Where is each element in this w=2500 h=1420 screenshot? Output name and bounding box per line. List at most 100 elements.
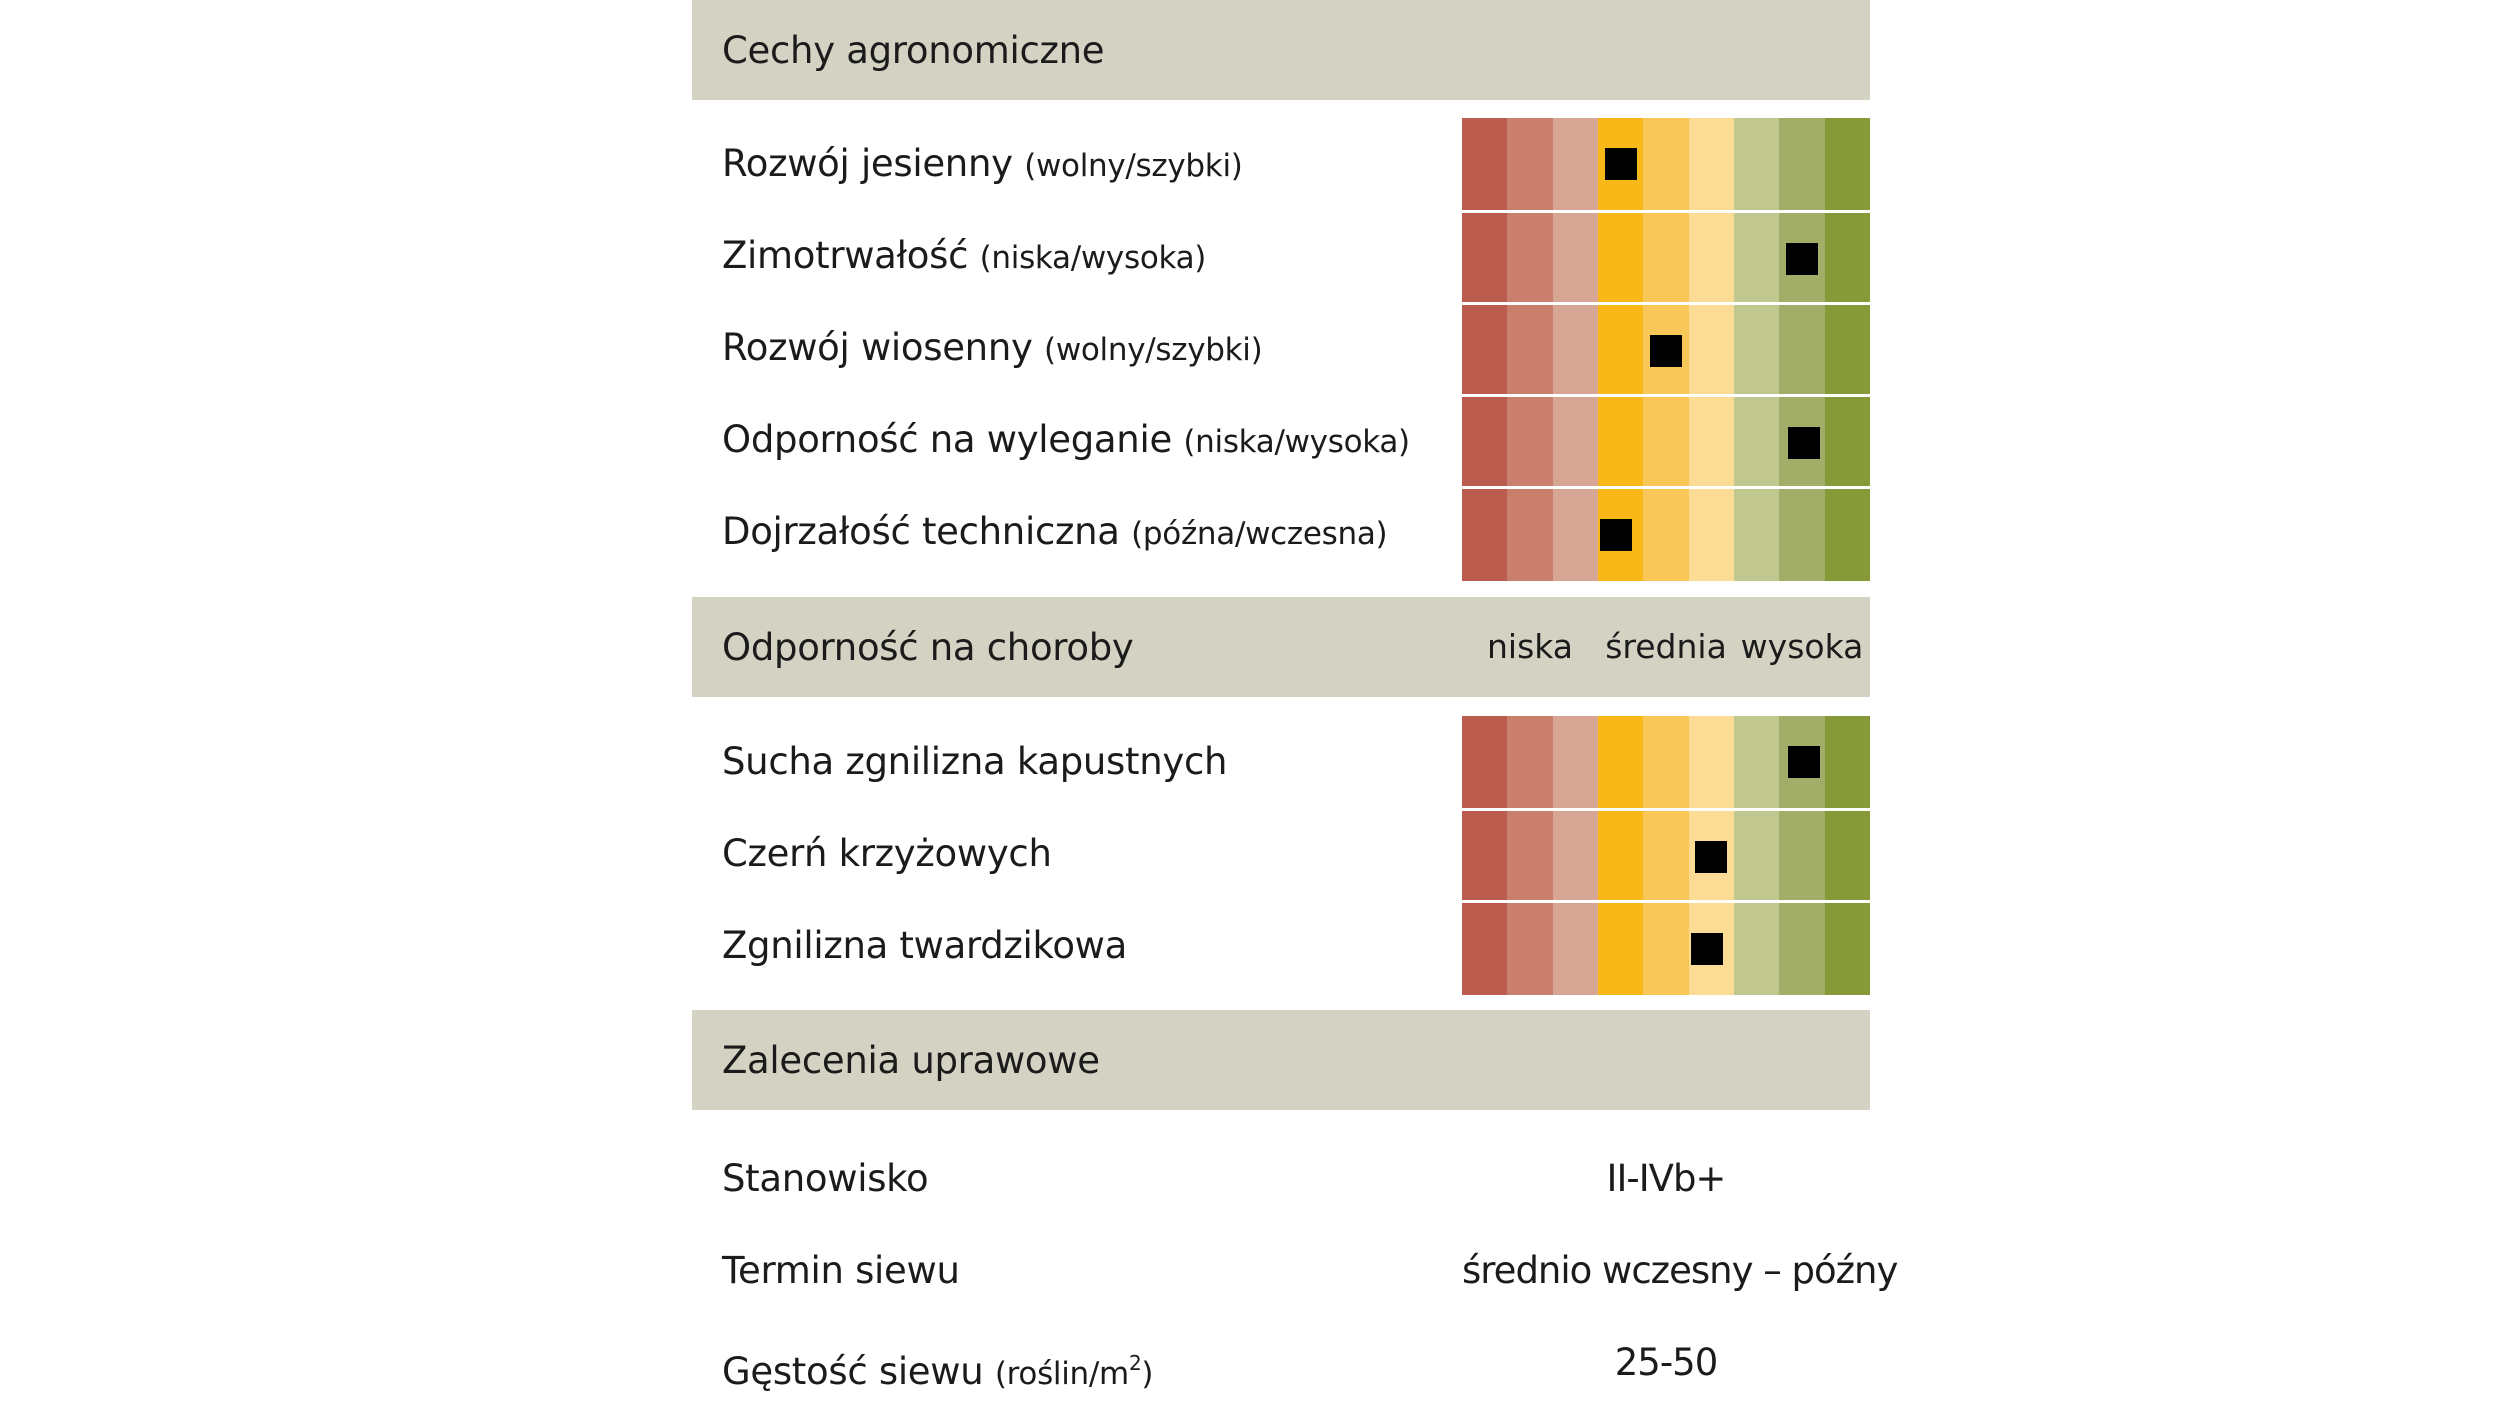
- scale-cell-1: [1462, 118, 1508, 210]
- rating-marker: [1695, 841, 1728, 873]
- scale-cell-5: [1643, 397, 1689, 489]
- section-header-recommendations: Zalecenia uprawowe: [692, 1010, 1870, 1110]
- scale-cell-5: [1643, 489, 1689, 581]
- recommendation-value: średnio wczesny – późny: [1462, 1249, 1898, 1292]
- scale-cell-9: [1824, 489, 1870, 581]
- scale-cell-2: [1507, 811, 1553, 903]
- scale-cell-3: [1552, 903, 1598, 995]
- scale-cell-3: [1552, 213, 1598, 305]
- trait-hint: (późna/wczesna): [1131, 516, 1388, 552]
- scale-cell-1: [1462, 716, 1508, 808]
- scale-cell-9: [1824, 118, 1870, 210]
- trait-row: Odporność na wyleganie (niska/wysoka): [692, 394, 1870, 489]
- rating-scale: [1462, 808, 1870, 903]
- rating-scale: [1462, 210, 1870, 305]
- scale-cell-4: [1597, 811, 1644, 903]
- rating-marker: [1690, 933, 1723, 965]
- scale-cell-1: [1462, 811, 1508, 903]
- rating-scale: [1462, 118, 1870, 210]
- recommendation-hint: (roślin/m2): [994, 1351, 1154, 1392]
- scale-cell-4: [1597, 903, 1644, 995]
- scale-cell-3: [1552, 397, 1598, 489]
- rating-marker: [1650, 335, 1682, 367]
- scale-cell-8: [1779, 305, 1825, 397]
- scale-cell-8: [1779, 489, 1825, 581]
- rating-scale: [1462, 900, 1870, 995]
- trait-name: Rozwój wiosenny: [722, 326, 1033, 369]
- scale-cell-8: [1779, 811, 1825, 903]
- scale-cell-7: [1733, 489, 1780, 581]
- scale-cell-5: [1643, 118, 1689, 210]
- scale-cell-9: [1824, 903, 1870, 995]
- scale-cell-4: [1597, 305, 1644, 397]
- scale-cell-7: [1733, 118, 1780, 210]
- scale-cell-9: [1824, 811, 1870, 903]
- scale-cell-6: [1688, 397, 1734, 489]
- scale-cell-9: [1824, 305, 1870, 397]
- scale-cell-6: [1688, 305, 1734, 397]
- scale-cell-1: [1462, 903, 1508, 995]
- scale-cell-7: [1733, 305, 1780, 397]
- trait-hint: (wolny/szybki): [1044, 332, 1263, 368]
- scale-cell-7: [1733, 716, 1780, 808]
- section-title-disease: Odporność na choroby: [722, 625, 1134, 669]
- scale-cell-8: [1779, 118, 1825, 210]
- disease-name: Sucha zgnilizna kapustnych: [722, 740, 1228, 783]
- rating-marker: [1604, 148, 1637, 180]
- scale-cell-4: [1597, 397, 1644, 489]
- trait-row: Zimotrwałość (niska/wysoka): [692, 210, 1870, 305]
- rating-marker: [1788, 746, 1821, 778]
- trait-row: Rozwój jesienny (wolny/szybki): [692, 118, 1870, 210]
- recommendation-row: Gęstość siewu (roślin/m2) 25-50: [692, 1317, 1870, 1409]
- disease-name: Zgnilizna twardzikowa: [722, 924, 1128, 967]
- scale-cell-2: [1507, 397, 1553, 489]
- scale-cell-6: [1688, 213, 1734, 305]
- scale-label-high: wysoka: [1740, 627, 1864, 666]
- recommendation-name: Stanowisko: [722, 1157, 929, 1200]
- disease-name: Czerń krzyżowych: [722, 832, 1052, 875]
- scale-cell-6: [1688, 489, 1734, 581]
- trait-hint: (niska/wysoka): [979, 240, 1207, 276]
- trait-name: Odporność na wyleganie: [722, 418, 1172, 461]
- scale-labels: niska średnia wysoka: [1462, 597, 1870, 697]
- trait-row: Rozwój wiosenny (wolny/szybki): [692, 302, 1870, 397]
- section-title-agronomic: Cechy agronomiczne: [722, 28, 1105, 72]
- rating-scale: [1462, 716, 1870, 808]
- rating-marker: [1786, 243, 1818, 275]
- scale-label-mid: średnia: [1605, 627, 1727, 666]
- scale-cell-4: [1597, 213, 1644, 305]
- scale-cell-5: [1643, 716, 1689, 808]
- rating-scale: [1462, 394, 1870, 489]
- section-header-agronomic: Cechy agronomiczne: [692, 0, 1870, 100]
- trait-name: Rozwój jesienny: [722, 142, 1013, 185]
- scale-cell-9: [1824, 716, 1870, 808]
- rating-scale: [1462, 486, 1870, 581]
- scale-cell-7: [1733, 903, 1780, 995]
- scale-cell-5: [1643, 811, 1689, 903]
- scale-cell-1: [1462, 213, 1508, 305]
- section-title-recommendations: Zalecenia uprawowe: [722, 1038, 1100, 1082]
- trait-hint: (niska/wysoka): [1183, 424, 1410, 460]
- recommendation-name: Gęstość siewu: [722, 1350, 984, 1393]
- scale-cell-5: [1643, 903, 1689, 995]
- scale-cell-5: [1643, 213, 1689, 305]
- disease-row: Czerń krzyżowych: [692, 808, 1870, 903]
- scale-cell-2: [1507, 903, 1553, 995]
- recommendation-row: Stanowisko II-IVb+: [692, 1133, 1870, 1225]
- scale-cell-4: [1597, 716, 1644, 808]
- recommendation-value: 25-50: [1614, 1341, 1719, 1384]
- trait-name: Dojrzałość techniczna: [722, 510, 1120, 553]
- scale-cell-1: [1462, 305, 1508, 397]
- scale-cell-6: [1688, 716, 1734, 808]
- scale-cell-3: [1552, 305, 1598, 397]
- scale-cell-3: [1552, 811, 1598, 903]
- scale-cell-9: [1824, 213, 1870, 305]
- scale-cell-9: [1824, 397, 1870, 489]
- scale-cell-8: [1779, 903, 1825, 995]
- scale-cell-1: [1462, 397, 1508, 489]
- variety-characteristics-panel: Cechy agronomiczne Rozwój jesienny (woln…: [692, 0, 1898, 1409]
- scale-cell-7: [1733, 811, 1780, 903]
- scale-cell-1: [1462, 489, 1508, 581]
- scale-cell-3: [1552, 118, 1598, 210]
- recommendation-name: Termin siewu: [722, 1249, 960, 1292]
